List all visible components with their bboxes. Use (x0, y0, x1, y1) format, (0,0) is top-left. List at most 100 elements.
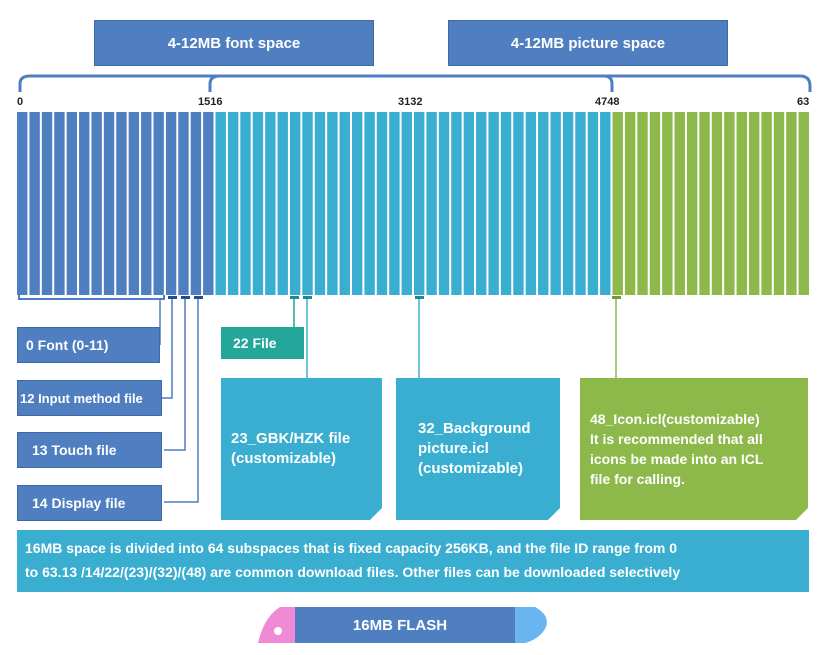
subspace-bar-59 (748, 112, 760, 295)
subspace-bar-33 (426, 112, 437, 295)
subspace-bar-27 (351, 112, 363, 295)
subspace-bar-55 (699, 112, 710, 295)
gbk-file-box: 23_GBK/HZK file (customizable) (221, 378, 382, 520)
marker-23 (303, 296, 312, 299)
subspace-bar-12 (165, 112, 177, 295)
subspace-bar-51 (649, 112, 661, 295)
subspace-bar-42 (538, 112, 549, 295)
subspace-bar-2 (41, 112, 53, 295)
subspace-bar-13 (178, 112, 189, 295)
subspace-bar-40 (513, 112, 524, 295)
subspace-bar-6 (91, 112, 102, 295)
subspace-bar-45 (575, 112, 586, 295)
leader-input-method (162, 299, 173, 399)
subspace-bar-28 (364, 112, 375, 295)
marker-14 (194, 296, 203, 299)
flash-cap-right (515, 607, 547, 643)
subspace-bar-50 (637, 112, 648, 295)
subspace-bar-41 (525, 112, 537, 295)
note-line-1: 16MB space is divided into 64 subspaces … (25, 540, 677, 556)
page-fold-icon (548, 508, 560, 520)
touch-file-label: 13 Touch file (17, 432, 162, 468)
tick-47-48: 4748 (595, 96, 620, 108)
subspace-bar-23 (302, 112, 313, 295)
gbk-line-1: 23_GBK/HZK file (231, 430, 351, 447)
flash-cap-left (258, 607, 295, 643)
font-space-bracket (18, 74, 614, 92)
flash-body (295, 607, 515, 643)
subspace-bar-60 (761, 112, 772, 295)
icon-line-3: icons be made into an ICL (590, 451, 764, 467)
subspace-bar-26 (339, 112, 350, 295)
font-range-bracket (18, 295, 165, 300)
subspace-bar-32 (414, 112, 425, 295)
background-picture-box: 32_Background picture.icl (customizable) (396, 378, 560, 520)
subspace-bar-24 (314, 112, 326, 295)
subspace-bar-30 (389, 112, 400, 295)
gbk-line-2: (customizable) (231, 450, 337, 467)
subspace-bar-0 (17, 112, 28, 295)
subspace-bar-54 (686, 112, 698, 295)
icon-line-1: 48_Icon.icl(customizable) (590, 411, 760, 427)
picture-space-bracket (208, 74, 812, 92)
subspace-bar-16 (215, 112, 226, 295)
subspace-bar-61 (773, 112, 785, 295)
icon-file-box: 48_Icon.icl(customizable) It is recommen… (580, 378, 808, 520)
subspace-bar-7 (103, 112, 115, 295)
subspace-bar-18 (240, 112, 251, 295)
font-space-header: 4-12MB font space (94, 20, 374, 66)
marker-48 (612, 296, 621, 299)
subspace-bar-56 (711, 112, 723, 295)
subspace-bar-49 (624, 112, 636, 295)
bg-line-3: (customizable) (418, 460, 524, 477)
subspace-bar-19 (252, 112, 264, 295)
subspace-bar-20 (265, 112, 276, 295)
subspace-bar-37 (476, 112, 487, 295)
subspace-bar-38 (488, 112, 499, 295)
subspace-bar-43 (550, 112, 561, 295)
bg-line-1: 32_Background (418, 420, 531, 437)
subspace-bar-11 (153, 112, 164, 295)
flash-dot (274, 627, 282, 635)
leader-display (164, 299, 199, 503)
subspace-bar-46 (587, 112, 599, 295)
flash-drive-icon (258, 607, 547, 643)
subspace-bar-63 (798, 112, 809, 295)
subspace-bar-15 (203, 112, 214, 295)
subspace-bar-4 (66, 112, 78, 295)
subspace-bar-29 (376, 112, 388, 295)
subspace-bar-25 (327, 112, 338, 295)
marker-13 (181, 296, 190, 299)
subspace-bar-31 (401, 112, 412, 295)
subspace-bar-14 (190, 112, 202, 295)
subspace-bar-3 (54, 112, 65, 295)
marker-32 (415, 296, 424, 299)
subspace-bar-22 (289, 112, 301, 295)
page-fold-icon (370, 508, 382, 520)
leader-touch (164, 299, 186, 451)
tick-31-32: 3132 (398, 96, 423, 108)
description-note: 16MB space is divided into 64 subspaces … (17, 530, 809, 592)
subspace-bar-48 (612, 112, 623, 295)
subspace-bar-34 (438, 112, 450, 295)
subspace-bar-35 (451, 112, 462, 295)
subspace-bar-44 (562, 112, 574, 295)
subspace-bar-58 (736, 112, 747, 295)
subspace-bar-52 (662, 112, 673, 295)
icon-line-4: file for calling. (590, 471, 685, 487)
flash-label: 16MB FLASH (352, 616, 448, 634)
picture-space-header: 4-12MB picture space (448, 20, 728, 66)
marker-22 (290, 296, 299, 299)
subspace-bar-5 (79, 112, 90, 295)
tick-0: 0 (17, 96, 24, 108)
input-method-label: 12 Input method file (17, 380, 162, 416)
subspace-bar-53 (674, 112, 685, 295)
subspace-bar-47 (600, 112, 611, 295)
font-label: 0 Font (0-11) (17, 327, 160, 363)
subspace-bar-39 (500, 112, 512, 295)
subspace-bar-17 (227, 112, 239, 295)
subspace-bar-62 (786, 112, 797, 295)
subspace-bar-9 (128, 112, 140, 295)
subspace-strip (17, 112, 809, 295)
icon-line-2: It is recommended that all (590, 431, 763, 447)
